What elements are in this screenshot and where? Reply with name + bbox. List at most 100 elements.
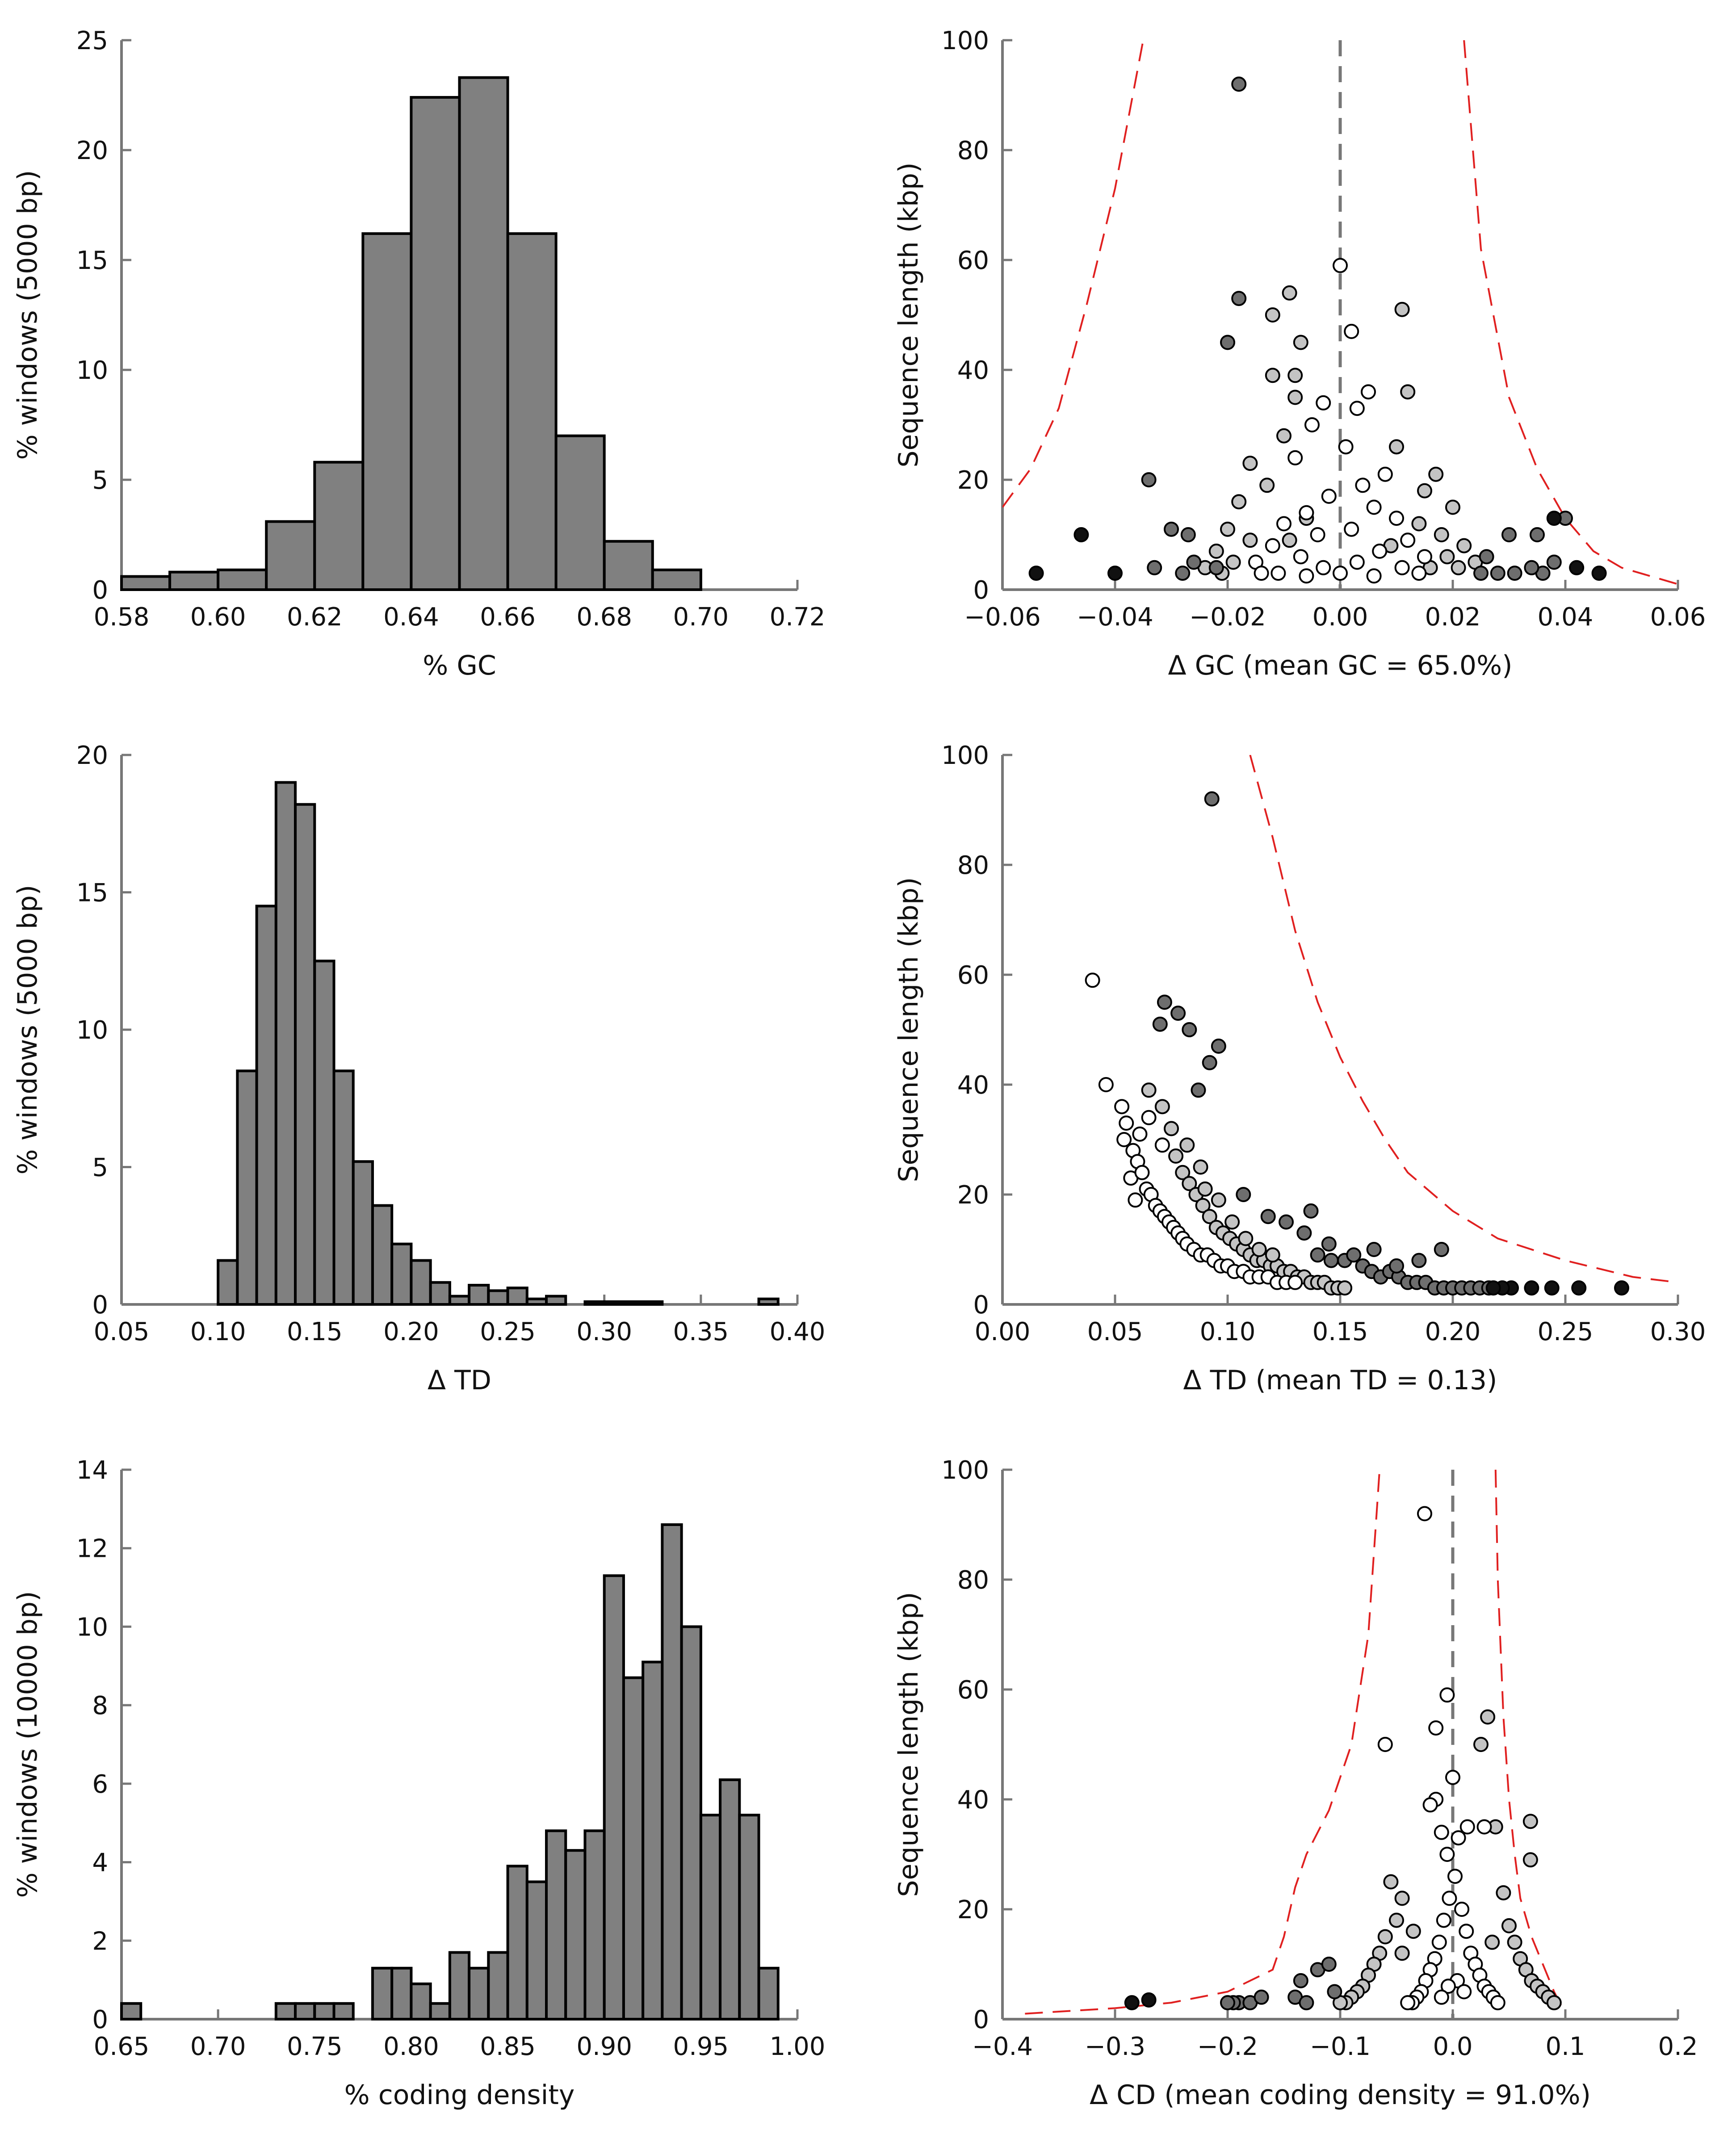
histogram-bar — [313, 960, 335, 1306]
x-tick-label: 0.10 — [1200, 1317, 1256, 1346]
scatter-point-darkgray — [1411, 1253, 1427, 1268]
scatter-point-darkgray — [1231, 291, 1247, 306]
scatter-point-darkgray — [1231, 76, 1247, 92]
scatter-point-darkgray — [1323, 1253, 1339, 1268]
scatter-point-darkgray — [1182, 1022, 1197, 1037]
scatter-point-white — [1299, 505, 1314, 520]
y-tick-label: 20 — [76, 741, 108, 770]
histogram-bar — [757, 1297, 780, 1306]
scatter-point-lightgray — [1141, 1082, 1157, 1098]
y-tick-label: 8 — [92, 1691, 108, 1720]
scatter-point-white — [1459, 1924, 1474, 1939]
bound-curve — [1002, 40, 1144, 508]
x-tick-label: 0.40 — [770, 1317, 826, 1346]
scatter-point-white — [1355, 478, 1371, 493]
scatter-point-white — [1394, 560, 1410, 575]
scatter-point-darkgray — [1180, 527, 1196, 542]
histogram-bar — [361, 232, 413, 591]
scatter-point-black — [1614, 1280, 1629, 1296]
histogram-bar — [120, 575, 172, 591]
x-tick-label: 0.95 — [673, 2032, 729, 2061]
x-tick-label: 0.90 — [576, 2032, 632, 2061]
scatter-point-white — [1417, 549, 1432, 565]
bound-curve — [1249, 755, 1678, 1283]
scatter-point-darkgray — [1208, 560, 1224, 575]
scatter-point-darkgray — [1220, 1995, 1235, 2011]
y-tick-label: 40 — [957, 1786, 989, 1815]
scatter-point-lightgray — [1265, 1247, 1280, 1263]
scatter-point-black — [1569, 560, 1585, 575]
scatter-point-darkgray — [1303, 1203, 1319, 1219]
scatter-point-black — [1141, 1992, 1157, 2008]
y-tick-label: 15 — [76, 246, 108, 275]
histogram-bar — [564, 1849, 587, 2021]
scatter-point-lightgray — [1282, 532, 1297, 548]
scatter-point-lightgray — [1276, 428, 1292, 444]
scatter-point-darkgray — [1279, 1214, 1294, 1230]
scatter-point-darkgray — [1152, 1016, 1168, 1032]
scatter-point-darkgray — [1191, 1082, 1206, 1098]
gc-histogram-panel: 0.58 0.60 0.62 0.64 0.66 0.68 0.70 0.72 0 5 10 15 20… — [12, 26, 825, 681]
y-tick-label: 10 — [76, 356, 108, 385]
scatter-point-lightgray — [1522, 1814, 1538, 1829]
scatter-point-darkgray — [1434, 1242, 1449, 1257]
scatter-point-darkgray — [1175, 566, 1191, 581]
x-tick-label: −0.02 — [1189, 603, 1266, 632]
bound-curve — [1463, 40, 1678, 585]
histogram-bar — [429, 2002, 451, 2021]
histogram-bar — [506, 1865, 528, 2021]
y-tick-label: 20 — [76, 136, 108, 165]
histogram-bar — [458, 76, 509, 591]
scatter-point-darkgray — [1260, 1209, 1276, 1224]
histogram-bar — [545, 1295, 567, 1306]
scatter-point-lightgray — [1389, 1912, 1404, 1928]
x-tick-label: 0.85 — [480, 2032, 536, 2061]
scatter-point-lightgray — [1242, 456, 1258, 471]
scatter-point-lightgray — [1522, 1852, 1538, 1868]
bound-curve — [1025, 1470, 1381, 2015]
scatter-point-white — [1128, 1192, 1143, 1208]
scatter-point-lightgray — [1389, 439, 1404, 455]
gc-scatter-panel: −0.06 −0.04 −0.02 0.00 0.02 0.04 0.06 0 20 40 60 80… — [893, 26, 1706, 681]
histogram-bar — [390, 1242, 413, 1306]
scatter-point-lightgray — [1168, 1148, 1184, 1164]
scatter-point-darkgray — [1490, 566, 1505, 581]
scatter-point-darkgray — [1147, 560, 1162, 575]
x-tick-label: 0.1 — [1545, 2032, 1585, 2061]
scatter-point-white — [1436, 1912, 1451, 1928]
histogram-bar — [583, 1300, 664, 1306]
scatter-point-darkgray — [1321, 1957, 1337, 1972]
scatter-point-white — [1085, 973, 1100, 988]
scatter-point-darkgray — [1186, 554, 1202, 570]
scatter-point-white — [1377, 466, 1393, 482]
scatter-point-white — [1310, 527, 1325, 542]
scatter-point-darkgray — [1202, 1055, 1217, 1070]
scatter-point-white — [1132, 1126, 1148, 1142]
scatter-point-darkgray — [1507, 566, 1522, 581]
scatter-point-white — [1316, 395, 1331, 411]
histogram-bar — [603, 540, 654, 591]
y-axis-title: Sequence length (kbp) — [893, 877, 924, 1182]
scatter-point-white — [1422, 1797, 1438, 1813]
scatter-point-black — [1028, 566, 1044, 581]
scatter-point-darkgray — [1346, 1247, 1362, 1263]
scatter-point-darkgray — [1321, 1236, 1337, 1252]
histogram-bar — [506, 1287, 528, 1306]
histogram-bar — [699, 1814, 722, 2021]
scatter-point-white — [1304, 417, 1320, 432]
scatter-point-black — [1591, 566, 1607, 581]
x-tick-label: 0.02 — [1425, 603, 1481, 632]
histogram-bar — [265, 520, 316, 591]
x-tick-label: 0.15 — [1312, 1317, 1368, 1346]
scatter-point-black — [1571, 1280, 1587, 1296]
y-tick-label: 100 — [941, 26, 989, 55]
scatter-point-white — [1439, 1687, 1455, 1703]
x-tick-label: 0.62 — [287, 603, 343, 632]
scatter-point-lightgray — [1231, 494, 1247, 510]
scatter-point-lightgray — [1405, 1924, 1421, 1939]
scatter-point-white — [1459, 1819, 1475, 1835]
scatter-point-lightgray — [1154, 1099, 1170, 1115]
y-tick-label: 14 — [76, 1456, 108, 1485]
histogram-bar — [680, 1625, 702, 2021]
